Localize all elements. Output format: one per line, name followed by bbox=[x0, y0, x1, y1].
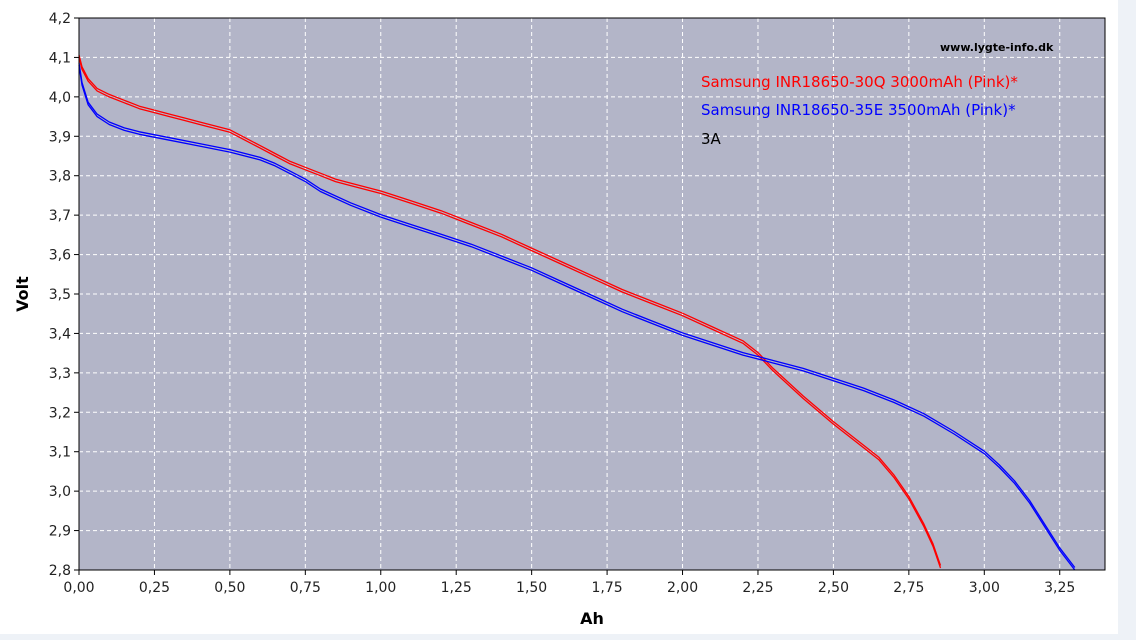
y-tick-label: 3,4 bbox=[49, 326, 71, 342]
y-tick-label: 3,8 bbox=[49, 169, 71, 185]
axis-ticks bbox=[74, 17, 1061, 575]
y-tick-labels: 2,8 2,9 3,0 3,1 3,2 3,3 3,4 3,5 3,6 3,7 3,8 3,9 4,0 4… bbox=[49, 11, 71, 579]
x-tick-label: 0,00 bbox=[63, 580, 94, 596]
series-line-1-b bbox=[78, 62, 1076, 568]
y-tick-label: 3,1 bbox=[49, 445, 71, 461]
chart-container: 0,00 0,25 0,50 0,75 1,00 1,25 1,50 1,75 2,00 2,25… bbox=[0, 0, 1118, 634]
y-tick-label: 3,0 bbox=[49, 484, 71, 500]
x-axis-title: Ah bbox=[580, 609, 604, 628]
y-axis-title: Volt bbox=[13, 276, 32, 312]
series-line-0-a bbox=[78, 57, 942, 569]
y-tick-label: 3,5 bbox=[49, 287, 71, 303]
legend: Samsung INR18650-30Q 3000mAh (Pink)* Sam… bbox=[701, 73, 1018, 148]
x-tick-label: 0,50 bbox=[214, 580, 245, 596]
x-tick-label: 0,75 bbox=[290, 580, 321, 596]
series-lines bbox=[78, 54, 1076, 571]
y-tick-label: 4,1 bbox=[49, 50, 71, 66]
x-tick-label: 1,00 bbox=[365, 580, 396, 596]
x-tick-label: 2,50 bbox=[818, 580, 849, 596]
x-tick-labels: 0,00 0,25 0,50 0,75 1,00 1,25 1,50 1,75 2,00 2,25… bbox=[63, 580, 1075, 596]
x-tick-label: 2,25 bbox=[742, 580, 773, 596]
discharge-curve-chart: 0,00 0,25 0,50 0,75 1,00 1,25 1,50 1,75 2,00 2,25… bbox=[13, 11, 1106, 628]
grid-lines bbox=[79, 18, 1105, 570]
x-tick-label: 1,75 bbox=[592, 580, 623, 596]
y-tick-label: 3,6 bbox=[49, 248, 71, 264]
y-tick-label: 3,7 bbox=[49, 208, 71, 224]
series-line-0-b bbox=[78, 54, 942, 566]
x-tick-label: 2,75 bbox=[893, 580, 924, 596]
y-tick-label: 3,3 bbox=[49, 366, 71, 382]
x-tick-label: 1,50 bbox=[516, 580, 547, 596]
watermark-text: www.lygte-info.dk bbox=[940, 41, 1054, 54]
x-tick-label: 0,25 bbox=[139, 580, 170, 596]
y-tick-label: 2,9 bbox=[49, 524, 71, 540]
series-line-1-a bbox=[78, 65, 1076, 571]
y-tick-label: 4,0 bbox=[49, 90, 71, 106]
x-tick-label: 2,00 bbox=[667, 580, 698, 596]
legend-entry-35e: Samsung INR18650-35E 3500mAh (Pink)* bbox=[701, 101, 1016, 119]
y-tick-label: 3,2 bbox=[49, 405, 71, 421]
y-tick-label: 4,2 bbox=[49, 11, 71, 27]
legend-entry-30q: Samsung INR18650-30Q 3000mAh (Pink)* bbox=[701, 73, 1018, 91]
current-annotation: 3A bbox=[701, 130, 722, 148]
x-tick-label: 1,25 bbox=[441, 580, 472, 596]
y-tick-label: 2,8 bbox=[49, 563, 71, 579]
y-tick-label: 3,9 bbox=[49, 129, 71, 145]
x-tick-label: 3,00 bbox=[969, 580, 1000, 596]
x-tick-label: 3,25 bbox=[1044, 580, 1075, 596]
